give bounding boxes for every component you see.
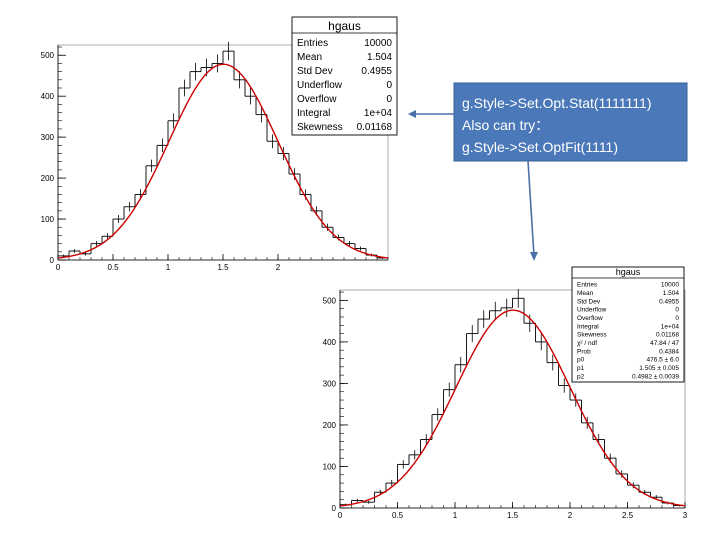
y-tick-label: 500	[41, 51, 55, 60]
arrow-head-left	[408, 110, 416, 118]
stats-row-label: Entries	[297, 38, 328, 49]
y-tick-label: 200	[323, 421, 337, 430]
x-tick-label: 2	[568, 511, 573, 520]
stats-row-label: Integral	[577, 323, 599, 330]
stats-row-value: 10000	[661, 282, 679, 289]
stats-box-frame	[291, 16, 398, 136]
y-tick-label: 500	[323, 296, 337, 305]
stats-box-title: hgaus	[328, 19, 361, 33]
x-tick-label: 3	[683, 511, 688, 520]
y-tick-label: 0	[332, 504, 337, 513]
stats-row-label: Prob	[577, 348, 591, 355]
connector-line-down	[527, 160, 535, 257]
y-tick-label: 300	[41, 133, 55, 142]
stats-row-label: Overflow	[577, 315, 603, 322]
stats-row-label: Underflow	[577, 307, 607, 314]
error-bars	[345, 288, 680, 507]
x-axis: 0 0.5 1 1.5 2 2.5 3	[338, 502, 688, 520]
stats-row-value: 0.4982 ± 0.0039	[632, 373, 679, 380]
stats-row-value: 10000	[364, 38, 392, 49]
stats-row-label: Underflow	[297, 80, 343, 91]
stats-row-value: 1.504	[663, 290, 680, 297]
x-tick-label: 2	[276, 263, 281, 272]
gaussian-fit-curve	[339, 309, 686, 507]
stats-row-label: Mean	[297, 52, 322, 63]
callout-line-2: Also can try：	[462, 117, 549, 133]
y-tick-label: 200	[41, 174, 55, 183]
x-tick-label: 0.5	[392, 511, 404, 520]
stats-row-label: Skewness	[577, 332, 607, 339]
callout-background	[453, 82, 688, 162]
callout-line-1: g.Style->Set.Opt.Stat(1111111)	[462, 95, 652, 111]
stats-row-label: Mean	[577, 290, 594, 297]
stats-row-value: 0.4955	[659, 298, 679, 305]
y-axis: 0 100 200 300 400 500	[323, 290, 348, 513]
stats-row-label: p2	[577, 373, 585, 380]
stats-row-value: 0	[675, 315, 679, 322]
callout-box: g.Style->Set.Opt.Stat(1111111) Also can …	[453, 82, 688, 162]
stats-row-label: Skewness	[297, 122, 343, 133]
stats-row-value: 0	[675, 307, 679, 314]
stats-row-value: 0	[386, 80, 392, 91]
stats-row-value: 1e+04	[364, 108, 393, 119]
error-bars	[63, 41, 383, 259]
x-tick-label: 0	[338, 511, 343, 520]
stats-row-label: Integral	[297, 108, 330, 119]
stats-row-value: 1e+04	[661, 323, 680, 330]
connector-arrows	[408, 110, 538, 261]
y-tick-label: 100	[323, 462, 337, 471]
stats-row-label: Overflow	[297, 94, 337, 105]
stats-row-label: χ² / ndf	[577, 340, 597, 347]
x-tick-label: 1	[166, 263, 171, 272]
stats-box-title: hgaus	[616, 267, 641, 277]
stats-box: hgaus Entries 10000 Mean 1.504 Std Dev 0.4955 U…	[571, 266, 685, 383]
stats-row-label: Std Dev	[297, 66, 333, 77]
gaussian-fit-curve	[57, 63, 389, 259]
x-tick-label: 1	[453, 511, 458, 520]
callout-line-3: g.Style->Set.OptFit(1111)	[462, 139, 618, 155]
stats-row-value: 1.504	[367, 52, 392, 63]
y-axis: 0 100 200 300 400 500	[41, 45, 66, 265]
y-tick-label: 300	[323, 379, 337, 388]
stats-row-value: 1.505 ± 0.005	[639, 365, 679, 372]
x-tick-label: 1.5	[217, 263, 229, 272]
y-tick-label: 0	[50, 256, 55, 265]
x-tick-label: 2.5	[622, 511, 634, 520]
y-tick-label: 400	[323, 338, 337, 347]
x-tick-label: 1.5	[507, 511, 519, 520]
stats-row-label: p1	[577, 365, 585, 372]
stats-row-value: 476.5 ± 6.0	[647, 357, 680, 364]
y-tick-label: 400	[41, 92, 55, 101]
stats-row-value: 47.84 / 47	[650, 340, 679, 347]
histogram-chart-bottom: 0 0.5 1 1.5 2 2.5 3 0 100 200 300 400 500 hgaus Entr…	[323, 266, 688, 520]
x-tick-label: 0.5	[107, 263, 119, 272]
x-axis: 0 0.5 1 1.5 2	[56, 254, 389, 272]
stats-row-label: p0	[577, 357, 585, 364]
y-tick-label: 100	[41, 215, 55, 224]
stats-row-label: Entries	[577, 282, 598, 289]
stats-row-value: 0.4955	[361, 66, 392, 77]
stats-row-value: 0.4384	[659, 348, 679, 355]
x-tick-label: 0	[56, 263, 61, 272]
stats-box-frame	[571, 266, 685, 383]
stats-row-value: 0.01168	[656, 332, 679, 339]
arrow-head-down	[530, 252, 538, 261]
stats-row-label: Std Dev	[577, 298, 601, 305]
stats-row-value: 0.01168	[357, 122, 393, 133]
stats-row-value: 0	[386, 94, 392, 105]
